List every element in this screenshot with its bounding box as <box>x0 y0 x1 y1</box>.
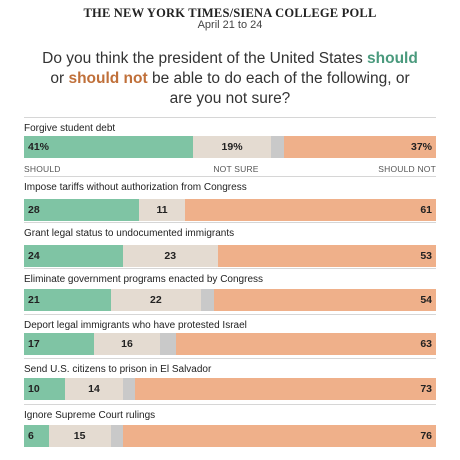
bar-segment-should-not <box>283 136 436 158</box>
category-label: Grant legal status to undocumented immig… <box>24 228 235 239</box>
bar-segment-unlabeled <box>159 333 177 355</box>
stacked-bar: 28 11 61 <box>24 199 436 221</box>
row-divider <box>24 222 436 223</box>
bar-segment-should <box>24 333 95 355</box>
bar-segment-should <box>24 425 49 447</box>
value-label-should: 28 <box>28 204 40 216</box>
row-divider <box>24 176 436 177</box>
value-label-should-not: 73 <box>420 383 432 395</box>
value-label-should: 41% <box>28 141 50 153</box>
value-label-should: 17 <box>28 338 40 350</box>
category-label: Deport legal immigrants who have protest… <box>24 320 247 331</box>
bar-segment-unlabeled <box>110 425 123 447</box>
value-label-not-sure: 16 <box>121 338 133 350</box>
poll-source-title: THE NEW YORK TIMES/SIENA COLLEGE POLL <box>83 6 377 20</box>
bar-segment-should <box>24 199 140 221</box>
value-label-should: 6 <box>28 430 34 442</box>
poll-dates: April 21 to 24 <box>197 19 263 31</box>
value-label-should-not: 76 <box>420 430 432 442</box>
category-label: Ignore Supreme Court rulings <box>24 410 156 421</box>
category-label: Eliminate government programs enacted by… <box>24 274 264 285</box>
value-label-not-sure: 22 <box>149 294 162 306</box>
bar-segment-unlabeled <box>201 289 214 311</box>
category-label: Send U.S. citizens to prison in El Salva… <box>24 364 212 375</box>
value-label-not-sure: 19% <box>221 141 243 153</box>
bar-segment-should-not <box>176 333 436 355</box>
value-label-should-not: 63 <box>420 338 432 350</box>
row-divider <box>24 404 436 405</box>
row-divider <box>24 358 436 359</box>
survey-question: Do you think the president of the United… <box>40 49 420 109</box>
bar-segment-not-sure <box>139 199 185 221</box>
bar-segment-should <box>24 245 123 267</box>
bar-segment-not-sure <box>65 378 123 400</box>
bar-segment-not-sure <box>122 245 218 267</box>
row-divider <box>24 117 436 118</box>
legend-should: SHOULD <box>24 164 61 174</box>
value-label-not-sure: 23 <box>164 250 177 262</box>
bar-segment-should-not <box>122 425 436 447</box>
value-label-should-not: 54 <box>420 294 432 306</box>
bar-segment-should-not <box>135 378 436 400</box>
value-label-not-sure: 14 <box>88 383 100 395</box>
stacked-bar: 6 15 76 <box>24 425 436 447</box>
value-label-should-not: 61 <box>420 204 432 216</box>
legend-not-sure: NOT SURE <box>213 164 259 174</box>
question-text-start: Do you think the president of the United… <box>42 50 368 67</box>
value-label-should-not: 53 <box>420 250 432 262</box>
question-should-not-words: should not <box>68 70 148 87</box>
value-label-should: 10 <box>28 383 40 395</box>
value-label-not-sure: 11 <box>156 204 168 216</box>
question-text-end: be able to do each of the following, or … <box>147 70 410 107</box>
question-should-word: should <box>367 50 418 67</box>
bar-segment-should-not <box>184 199 436 221</box>
value-label-should: 24 <box>28 250 40 262</box>
row-divider <box>24 314 436 315</box>
bar-segment-should <box>24 136 193 158</box>
question-or-word: or <box>50 70 69 87</box>
value-label-should-not: 37% <box>410 141 432 153</box>
stacked-bar: 24 23 53 <box>24 245 436 267</box>
stacked-bar: 21 22 54 <box>24 289 436 311</box>
stacked-bar: 10 14 73 <box>24 378 436 400</box>
bar-segment-not-sure <box>94 333 160 355</box>
bar-segment-not-sure <box>192 136 272 158</box>
row-divider <box>24 268 436 269</box>
bar-segment-should <box>24 378 66 400</box>
bar-segment-unlabeled <box>271 136 284 158</box>
category-label: Impose tariffs without authorization fro… <box>24 182 247 193</box>
value-label-not-sure: 15 <box>73 430 86 442</box>
legend-should-not: SHOULD NOT <box>378 164 436 174</box>
bar-segment-unlabeled <box>122 378 136 400</box>
bar-segment-not-sure <box>110 289 202 311</box>
stacked-bar: 17 16 63 <box>24 333 436 355</box>
bar-segment-should-not <box>213 289 436 311</box>
category-label: Forgive student debt <box>24 123 116 134</box>
value-label-should: 21 <box>28 294 40 306</box>
stacked-bar: 41% 19% 37% <box>24 136 436 158</box>
bar-segment-should-not <box>217 245 436 267</box>
bar-segment-should <box>24 289 111 311</box>
bar-segment-not-sure <box>48 425 111 447</box>
